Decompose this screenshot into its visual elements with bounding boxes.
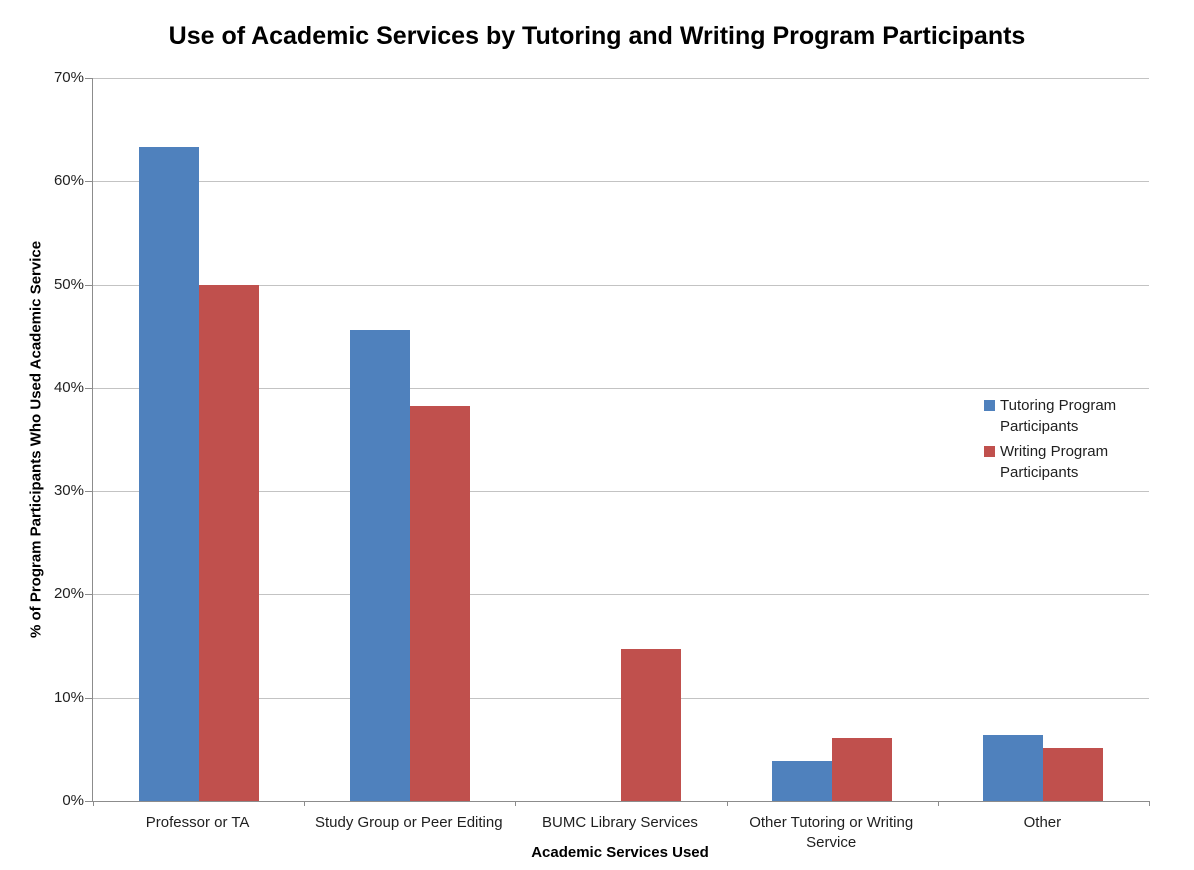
bar-writing-other-tutoring-or-writing-service bbox=[832, 738, 893, 801]
x-axis-title: Academic Services Used bbox=[531, 844, 709, 861]
y-tick-mark-60 bbox=[85, 181, 92, 183]
gridline-40 bbox=[93, 387, 1149, 389]
bar-writing-bumc-library-services bbox=[621, 649, 681, 801]
plot-area bbox=[92, 78, 1150, 806]
x-category-label-professor-or-ta: Professor or TA bbox=[145, 814, 250, 831]
legend-item-writing-program-participants: Writing Program Participants bbox=[984, 442, 1152, 483]
legend-label: Tutoring Program Participants bbox=[1000, 397, 1117, 435]
bar-writing-study-group-or-peer-editing bbox=[409, 406, 470, 801]
x-category-label-other-tutoring-or-writing-service: Other Tutoring or Writing Service bbox=[749, 814, 914, 852]
gridline-30 bbox=[93, 491, 1149, 493]
x-tick-mark-2 bbox=[515, 801, 517, 806]
y-tick-label-20: 20% bbox=[53, 585, 84, 603]
y-tick-mark-20 bbox=[85, 594, 92, 596]
legend-color-swatch bbox=[984, 400, 995, 411]
gridline-60 bbox=[93, 181, 1149, 183]
x-tick-mark-0 bbox=[93, 801, 94, 806]
legend-item-tutoring-program-participants: Tutoring Program Participants bbox=[984, 396, 1152, 437]
x-tick-mark-3 bbox=[726, 801, 728, 806]
bar-writing-professor-or-ta bbox=[198, 284, 259, 801]
bar-tutoring-other-tutoring-or-writing-service bbox=[772, 760, 833, 801]
gridline-70 bbox=[93, 78, 1149, 79]
x-category-label-bumc-library-services: BUMC Library Services bbox=[542, 814, 698, 831]
y-tick-label-0: 0% bbox=[62, 792, 84, 809]
y-tick-label-30: 30% bbox=[53, 482, 84, 500]
x-tick-mark-1 bbox=[304, 801, 306, 806]
chart-title: Use of Academic Services by Tutoring and… bbox=[168, 22, 1026, 50]
y-tick-mark-30 bbox=[85, 491, 92, 493]
gridline-20 bbox=[93, 594, 1149, 596]
y-tick-mark-70 bbox=[85, 78, 92, 79]
gridline-50 bbox=[93, 284, 1149, 286]
bar-tutoring-other bbox=[983, 734, 1044, 801]
y-tick-label-10: 10% bbox=[53, 688, 84, 706]
y-tick-label-50: 50% bbox=[53, 275, 84, 293]
legend: Tutoring Program Participants Writing Pro… bbox=[984, 396, 1152, 489]
x-category-label-study-group-or-peer-editing: Study Group or Peer Editing bbox=[314, 814, 503, 831]
y-tick-mark-50 bbox=[85, 284, 92, 286]
bar-tutoring-professor-or-ta bbox=[138, 147, 199, 801]
x-category-label-other: Other bbox=[1023, 814, 1062, 831]
y-tick-label-40: 40% bbox=[53, 378, 84, 396]
legend-color-swatch bbox=[984, 446, 995, 458]
y-tick-mark-40 bbox=[85, 387, 92, 389]
y-tick-mark-10 bbox=[85, 697, 92, 699]
y-tick-label-70: 70% bbox=[53, 69, 84, 86]
bar-tutoring-study-group-or-peer-editing bbox=[349, 330, 410, 801]
x-tick-mark-5 bbox=[1149, 801, 1150, 806]
bar-writing-other bbox=[1043, 748, 1104, 801]
legend-label: Writing Program Participants bbox=[1000, 443, 1109, 482]
y-tick-label-60: 60% bbox=[53, 172, 84, 190]
y-tick-mark-0 bbox=[85, 801, 92, 802]
x-tick-mark-4 bbox=[937, 801, 939, 806]
